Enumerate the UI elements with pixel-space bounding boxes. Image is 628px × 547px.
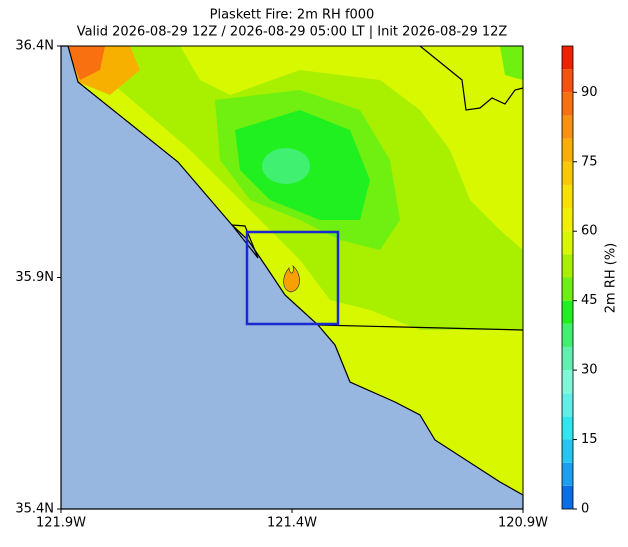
colorbar-level bbox=[562, 416, 573, 440]
fire-icon bbox=[283, 264, 300, 293]
boundary bbox=[419, 45, 524, 111]
colorbar-level bbox=[562, 69, 573, 93]
colorbar-level bbox=[562, 277, 573, 301]
colorbar-level bbox=[562, 254, 573, 278]
colorbar-frame bbox=[561, 45, 574, 510]
colorbar-level bbox=[562, 184, 573, 209]
y-tick-label: 36.4N bbox=[15, 39, 54, 54]
field-region bbox=[500, 46, 523, 80]
y-tick-label: 35.9N bbox=[15, 270, 54, 285]
colorbar-level bbox=[562, 161, 573, 185]
colorbar-level bbox=[562, 300, 573, 324]
colorbar-tick-label: 75 bbox=[581, 154, 598, 169]
fire-domain-box bbox=[245, 230, 340, 326]
colorbar-level bbox=[562, 346, 573, 371]
colorbar-level bbox=[562, 485, 573, 509]
subtitle: Valid 2026-08-29 12Z / 2026-08-29 05:00 … bbox=[77, 25, 508, 40]
colorbar-level bbox=[562, 323, 573, 347]
colorbar-level bbox=[562, 462, 573, 486]
colorbar-tick-label: 60 bbox=[581, 224, 598, 239]
colorbar-level bbox=[562, 92, 573, 116]
colorbar-tick-label: 0 bbox=[581, 502, 589, 517]
colorbar-level bbox=[562, 370, 573, 394]
map bbox=[60, 45, 524, 510]
colorbar-label: 2m RH (%) bbox=[604, 243, 619, 314]
colorbar-tick-label: 30 bbox=[581, 363, 598, 378]
boundary bbox=[230, 224, 524, 331]
colorbar-level bbox=[562, 439, 573, 463]
colorbar-level bbox=[562, 208, 573, 232]
colorbar-tick-label: 45 bbox=[581, 293, 598, 308]
y-tick-label: 35.4N bbox=[15, 502, 54, 517]
colorbar-level bbox=[562, 46, 573, 70]
x-tick-label: 120.9W bbox=[498, 516, 548, 531]
x-tick-label: 121.4W bbox=[267, 516, 317, 531]
title: Plaskett Fire: 2m RH f000 bbox=[210, 8, 375, 23]
field-region bbox=[262, 148, 310, 184]
colorbar-tick-label: 90 bbox=[581, 85, 598, 100]
colorbar-level bbox=[562, 138, 573, 162]
colorbar-tick-label: 15 bbox=[581, 432, 598, 447]
colorbar-level bbox=[562, 115, 573, 139]
field-region bbox=[66, 46, 105, 80]
colorbar-level bbox=[562, 231, 573, 255]
x-tick-label: 121.9W bbox=[36, 516, 86, 531]
colorbar-level bbox=[562, 393, 573, 417]
